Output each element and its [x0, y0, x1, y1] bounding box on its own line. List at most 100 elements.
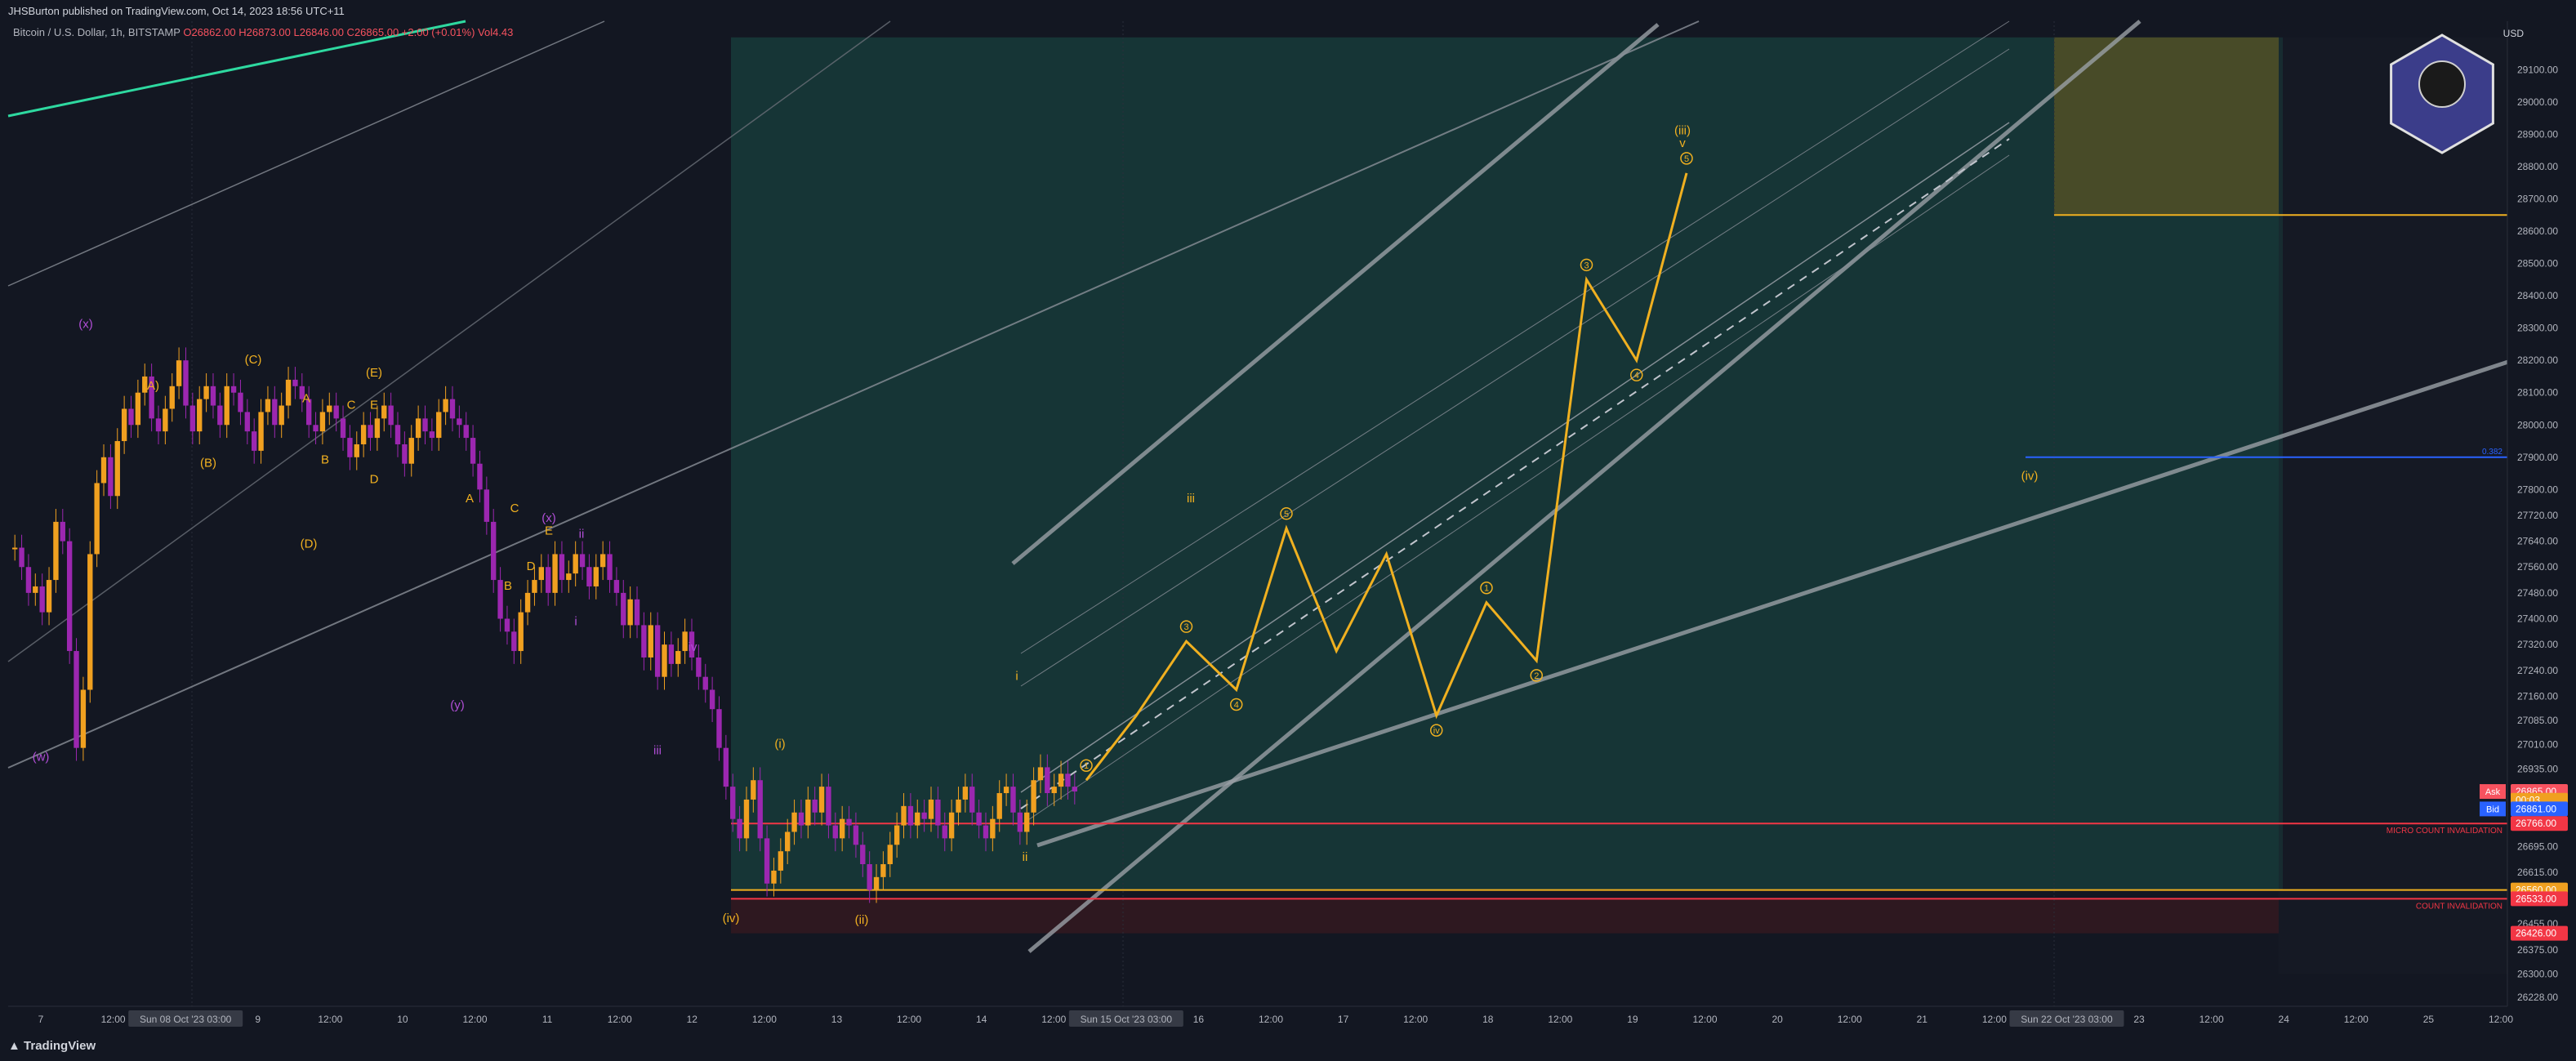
candle: [1065, 773, 1071, 787]
wave-point-marker: [1630, 368, 1643, 381]
quote-tag: Ask: [2485, 787, 2501, 797]
target-zone: [2054, 37, 2279, 216]
candle: [252, 431, 257, 451]
time-tick: Sun 22 Oct '23 03:00: [2021, 1014, 2113, 1025]
wave-point-marker: [1480, 581, 1493, 595]
candle: [463, 425, 469, 439]
candle: [1051, 787, 1057, 794]
price-tick: 26615.00: [2517, 867, 2558, 878]
candle: [901, 805, 907, 826]
candle: [408, 438, 414, 464]
candle: [197, 399, 203, 432]
price-tick: 27160.00: [2517, 690, 2558, 702]
price-tick: 29100.00: [2517, 64, 2558, 75]
candle: [1058, 773, 1064, 787]
wave-point-label: 1: [1484, 584, 1489, 594]
wave-label: (x): [541, 511, 556, 525]
candle: [682, 631, 688, 652]
candle: [33, 586, 38, 593]
candle: [244, 412, 251, 432]
candle: [87, 554, 93, 690]
time-tick: 12:00: [1403, 1014, 1428, 1025]
candle: [996, 793, 1002, 819]
candle: [203, 386, 209, 399]
candle: [114, 441, 120, 497]
tradingview-logo[interactable]: ▲ TradingView: [8, 1039, 96, 1053]
price-tick: 27240.00: [2517, 665, 2558, 676]
price-tick: 28000.00: [2517, 419, 2558, 430]
candle: [818, 787, 825, 813]
candle: [238, 392, 243, 412]
channel-line: [7, 20, 1700, 769]
time-tick: 17: [1338, 1014, 1349, 1025]
candle: [53, 521, 59, 581]
time-tick: 12: [687, 1014, 698, 1025]
channel-line: [1020, 122, 2010, 793]
candle: [128, 408, 134, 426]
candle: [394, 425, 401, 444]
wave-label: C: [510, 502, 519, 515]
candle: [224, 386, 230, 426]
wave-label: ii: [1023, 850, 1028, 864]
wave-label: iii: [653, 744, 662, 758]
time-tick: 21: [1917, 1014, 1928, 1025]
ohlc-values: O26862.00 H26873.00 L26846.00 C26865.00 …: [183, 26, 514, 38]
candle: [484, 489, 490, 522]
candle: [826, 787, 831, 826]
channel-line: [1027, 20, 2141, 953]
candle: [675, 651, 681, 664]
time-tag-bg: [1068, 1010, 1183, 1027]
candle: [956, 799, 961, 813]
wave-point-marker: [1080, 759, 1093, 772]
wave-point-label: 4: [1634, 371, 1639, 381]
wave-label: (i): [774, 738, 785, 751]
time-tick: 12:00: [101, 1014, 126, 1025]
candle: [415, 418, 421, 439]
candle: [176, 360, 182, 386]
candle: [573, 554, 578, 574]
candle: [402, 444, 408, 464]
price-tick: 28600.00: [2517, 225, 2558, 237]
candle: [443, 399, 448, 412]
price-tick: 29000.00: [2517, 96, 2558, 108]
wave-label: (D): [301, 537, 318, 551]
price-tick: 26228.00: [2517, 992, 2558, 1003]
time-tag-bg: [128, 1010, 243, 1027]
channel-line: [7, 20, 605, 287]
wave-label: v: [1679, 136, 1686, 150]
candle: [915, 812, 920, 826]
price-tag-bg: [2511, 891, 2568, 907]
candle: [299, 386, 305, 399]
wave-point-label: 3: [1183, 622, 1188, 632]
wave-label: A: [302, 392, 310, 406]
candle: [907, 805, 914, 826]
candle: [894, 825, 900, 845]
candle: [716, 709, 722, 748]
candle: [785, 831, 791, 852]
currency-label[interactable]: USD: [2502, 28, 2524, 39]
symbol-legend[interactable]: Bitcoin / U.S. Dollar, 1h, BITSTAMP O268…: [13, 26, 513, 38]
candle: [333, 405, 339, 419]
price-tag: 26533.00: [2516, 893, 2556, 904]
wave-point-label: iv: [1433, 726, 1440, 736]
price-tag-bg: [2511, 816, 2568, 831]
time-tick: 12:00: [463, 1014, 488, 1025]
candle: [935, 799, 941, 826]
price-tick: 27400.00: [2517, 613, 2558, 625]
price-tick: 27900.00: [2517, 452, 2558, 463]
candle: [210, 386, 216, 406]
projection-zone: [731, 37, 2283, 890]
teal-trendline: [7, 20, 466, 118]
candle: [880, 864, 886, 877]
candle: [702, 676, 708, 690]
candle: [1072, 787, 1077, 792]
time-tick: 12:00: [1693, 1014, 1718, 1025]
time-tick: 12:00: [2489, 1014, 2513, 1025]
candle: [25, 567, 32, 593]
time-tick: 14: [976, 1014, 987, 1025]
candle: [381, 405, 387, 419]
candle: [689, 631, 695, 658]
candle: [709, 689, 715, 710]
wave-point-label: 1: [1084, 761, 1089, 771]
